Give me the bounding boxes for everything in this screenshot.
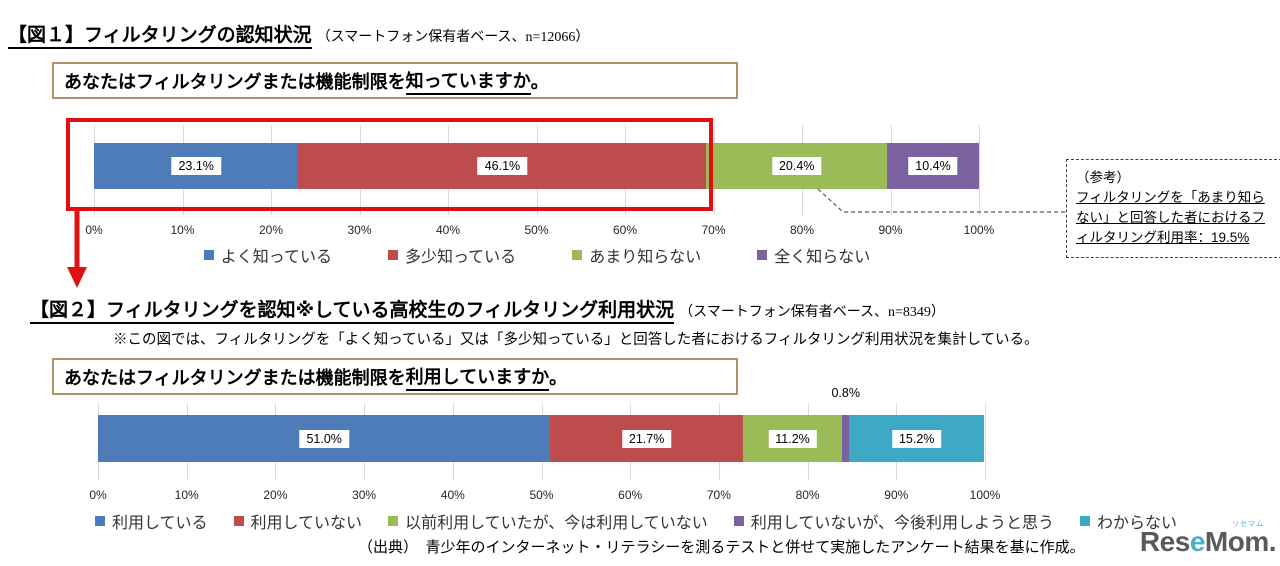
legend-label: よく知っている xyxy=(220,249,332,266)
gridline xyxy=(985,403,986,480)
legend-item: わからない xyxy=(1080,509,1177,533)
fig2-bar: 51.0% 21.7% 11.2% 0.8% 15.2% xyxy=(98,386,985,462)
bar-value-label: 15.2% xyxy=(891,429,942,448)
legend-item: 利用している xyxy=(95,509,208,533)
reference-note-heading: （参考） xyxy=(1076,170,1130,185)
source-citation: （出典） 青少年のインターネット・リテラシーを測るテストと併せて実施したアンケー… xyxy=(358,540,1085,556)
x-tick-label: 50% xyxy=(524,223,549,237)
fig2-legend: 利用している 利用していない 以前利用していたが、今は利用していない 利用していないが… xyxy=(95,509,1270,533)
legend-label: 利用している xyxy=(112,515,208,532)
legend-item: あまり知らない xyxy=(572,243,701,267)
logo-part: es xyxy=(1159,526,1191,557)
x-tick-label: 30% xyxy=(347,223,372,237)
x-tick-label: 50% xyxy=(529,488,554,502)
x-tick-label: 0% xyxy=(89,488,107,502)
logo-part: R xyxy=(1139,526,1160,557)
fig1-question-post: 。 xyxy=(530,71,549,92)
logo-part: Mom. xyxy=(1204,526,1277,557)
bar-value-label: 11.2% xyxy=(768,429,817,448)
fig1-bar: 23.1% 46.1% 20.4% 10.4% xyxy=(94,143,979,189)
bar-value-label: 21.7% xyxy=(621,429,672,448)
fig2-question-post: 。 xyxy=(549,367,568,388)
x-tick-label: 40% xyxy=(440,488,465,502)
fig2-title-text: 【図２】フィルタリングを認知※している高校生のフィルタリング利用状況 xyxy=(30,300,675,324)
fig1-title-text: 【図１】フィルタリングの認知状況 xyxy=(8,25,312,49)
resemom-logo-word: ReseMom. xyxy=(1139,526,1277,557)
fig1-question-box: あなたはフィルタリングまたは機能制限を 知っていますか。 xyxy=(52,62,738,99)
x-tick-label: 100% xyxy=(969,488,1001,502)
x-tick-label: 30% xyxy=(352,488,377,502)
fig1-title: 【図１】フィルタリングの認知状況 （スマートフォン保有者ベース、n=12066） xyxy=(8,20,590,49)
fig2-title-sample: （スマートフォン保有者ベース、n=8349） xyxy=(679,305,945,320)
bar-value-label: 10.4% xyxy=(908,157,958,175)
legend-item: 利用していない xyxy=(233,509,363,533)
legend-item: 利用していないが、今後利用しようと思う xyxy=(733,509,1054,533)
fig1-stacked-bar-chart: 23.1% 46.1% 20.4% 10.4% 0% 10% 20% 30% 40% 50% 60… xyxy=(85,125,994,237)
x-tick-label: 80% xyxy=(795,488,820,502)
x-tick-label: 90% xyxy=(878,223,903,237)
x-tick-label: 60% xyxy=(612,223,638,237)
legend-marker-icon xyxy=(757,250,768,260)
x-tick-label: 40% xyxy=(435,223,461,237)
gridline xyxy=(979,125,980,215)
bar-segment xyxy=(842,415,850,462)
legend-marker-icon xyxy=(95,516,105,526)
note-connector-line xyxy=(817,188,1066,213)
bar-value-label: 23.1% xyxy=(171,157,221,175)
legend-label: わからない xyxy=(1097,515,1178,532)
fig1-question-emph: 知っていますか xyxy=(405,67,531,95)
bar-value-label: 20.4% xyxy=(771,157,822,175)
x-tick-label: 60% xyxy=(618,488,643,502)
x-tick-label: 70% xyxy=(706,488,731,502)
x-tick-label: 10% xyxy=(174,488,199,502)
legend-marker-icon xyxy=(203,250,214,260)
x-tick-label: 20% xyxy=(258,223,284,237)
legend-marker-icon xyxy=(572,250,583,260)
bar-value-label: 0.8% xyxy=(831,386,860,400)
legend-marker-icon xyxy=(387,250,398,260)
bar-value-label: 51.0% xyxy=(299,429,349,448)
x-tick-label: 20% xyxy=(263,488,288,502)
fig2-stacked-bar-chart: 51.0% 21.7% 11.2% 0.8% 15.2% 0% 10% 20% 30% 40% 5… xyxy=(89,386,1000,502)
legend-item: 全く知らない xyxy=(757,243,870,267)
legend-label: 利用していない xyxy=(250,515,363,532)
legend-marker-icon xyxy=(233,516,244,526)
fig1-legend: よく知っている 多少知っている あまり知らない 全く知らない xyxy=(94,243,980,267)
fig2-question-pre: あなたはフィルタリングまたは機能制限を xyxy=(64,367,406,388)
x-tick-label: 0% xyxy=(85,223,103,237)
legend-label: 多少知っている xyxy=(404,249,517,266)
bar-value-label: 46.1% xyxy=(477,157,528,175)
legend-label: あまり知らない xyxy=(589,249,702,266)
red-down-arrow xyxy=(67,209,87,288)
fig1-question-pre: あなたはフィルタリングまたは機能制限を xyxy=(64,71,406,92)
fig1-x-axis: 0% 10% 20% 30% 40% 50% 60% 70% 80% 90% 100% xyxy=(85,223,994,237)
fig2-x-axis: 0% 10% 20% 30% 40% 50% 60% 70% 80% 90% 100% xyxy=(89,488,1000,502)
x-tick-label: 90% xyxy=(884,488,909,502)
resemom-logo-ruby: リセマム xyxy=(1232,521,1264,528)
legend-item: 以前利用していたが、今は利用していない xyxy=(388,509,708,533)
legend-label: 以前利用していたが、今は利用していない xyxy=(405,515,708,532)
fig2-footnote: ※この図では、フィルタリングを「よく知っている」又は「多少知っている」と回答した… xyxy=(113,332,1039,348)
fig2-title: 【図２】フィルタリングを認知※している高校生のフィルタリング利用状況 （スマートフ… xyxy=(30,295,945,324)
fig1-title-sample: （スマートフォン保有者ベース、n=12066） xyxy=(316,30,590,45)
reference-note-box: （参考） フィルタリングを「あまり知らない」と回答した者におけるフィルタリング利… xyxy=(1066,159,1280,258)
x-tick-label: 80% xyxy=(789,223,815,237)
fig2-question-box: あなたはフィルタリングまたは機能制限を 利用していますか。 xyxy=(52,358,738,395)
logo-part: e xyxy=(1189,526,1206,557)
x-tick-label: 100% xyxy=(963,223,995,237)
highlight-rectangle xyxy=(66,118,713,211)
legend-item: 多少知っている xyxy=(387,243,517,267)
reference-note-body: フィルタリングを「あまり知らない」と回答した者におけるフィルタリング利用率：19… xyxy=(1076,190,1265,245)
legend-marker-icon xyxy=(1080,516,1090,526)
legend-item: よく知っている xyxy=(203,243,332,267)
legend-label: 全く知らない xyxy=(774,249,871,266)
x-tick-label: 10% xyxy=(170,223,195,237)
resemom-logo: リセマム ReseMom. xyxy=(1139,519,1277,557)
legend-label: 利用していないが、今後利用しようと思う xyxy=(750,515,1054,532)
legend-marker-icon xyxy=(388,516,399,526)
legend-marker-icon xyxy=(733,516,744,526)
x-tick-label: 70% xyxy=(701,223,726,237)
fig2-question-emph: 利用していますか xyxy=(405,363,550,391)
